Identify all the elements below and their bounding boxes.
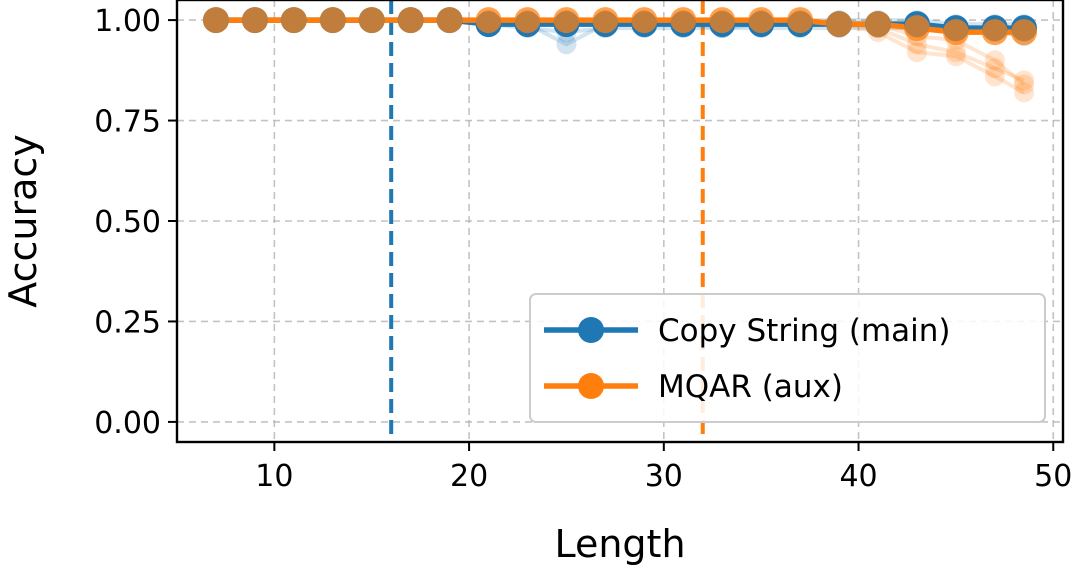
- series-point: [748, 7, 775, 34]
- series-point: [865, 11, 892, 38]
- run-point: [945, 42, 966, 63]
- legend-label: MQAR (aux): [658, 369, 843, 405]
- run-point: [984, 58, 1005, 79]
- series-point: [436, 7, 463, 34]
- x-tick-label: 40: [839, 459, 877, 494]
- series-point: [631, 7, 658, 34]
- mean-series: [202, 7, 1038, 46]
- series-point: [319, 7, 346, 34]
- x-tick-label: 50: [1034, 459, 1072, 494]
- x-tick-label: 20: [450, 459, 488, 494]
- series-point: [787, 7, 814, 34]
- y-tick-label: 1.00: [94, 4, 161, 39]
- series-line: [215, 17, 1025, 35]
- x-tick-label: 10: [255, 459, 293, 494]
- run-point: [556, 34, 577, 55]
- run-point: [945, 46, 966, 67]
- series-point: [553, 7, 580, 34]
- legend: Copy String (main) MQAR (aux): [529, 293, 1046, 423]
- series-point: [709, 7, 736, 34]
- legend-swatch-marker: [578, 373, 604, 399]
- run-point: [1014, 82, 1035, 103]
- series-point: [903, 15, 930, 42]
- series-point: [670, 7, 697, 34]
- run-point: [984, 50, 1005, 71]
- series-point: [397, 7, 424, 34]
- y-tick-label: 0.50: [94, 205, 161, 240]
- run-point: [984, 66, 1005, 87]
- y-axis-label: Accuracy: [1, 134, 45, 308]
- legend-swatch-marker: [578, 317, 604, 343]
- x-axis-label: Length: [554, 522, 685, 566]
- x-tick-label: 30: [645, 459, 683, 494]
- run-point: [906, 42, 927, 63]
- series-point: [202, 7, 229, 34]
- series-point: [942, 19, 969, 46]
- series-point: [1011, 19, 1038, 46]
- legend-box: [529, 293, 1046, 423]
- y-tick-label: 0.75: [94, 105, 161, 140]
- series-point: [358, 7, 385, 34]
- series-point: [826, 11, 853, 38]
- run-point: [1014, 74, 1035, 95]
- series-point: [592, 7, 619, 34]
- series-point: [280, 7, 307, 34]
- y-tick-label: 0.00: [94, 406, 161, 441]
- legend-label: Copy String (main): [658, 313, 951, 349]
- x-axis-ticks: 10 20 30 40 50: [255, 442, 1072, 494]
- series-point: [514, 7, 541, 34]
- y-axis-ticks: 0.00 0.25 0.50 0.75 1.00: [94, 4, 177, 441]
- series-point: [981, 19, 1008, 46]
- y-tick-label: 0.25: [94, 305, 161, 340]
- series-point: [475, 7, 502, 34]
- run-point: [1014, 70, 1035, 91]
- series-point: [241, 7, 268, 34]
